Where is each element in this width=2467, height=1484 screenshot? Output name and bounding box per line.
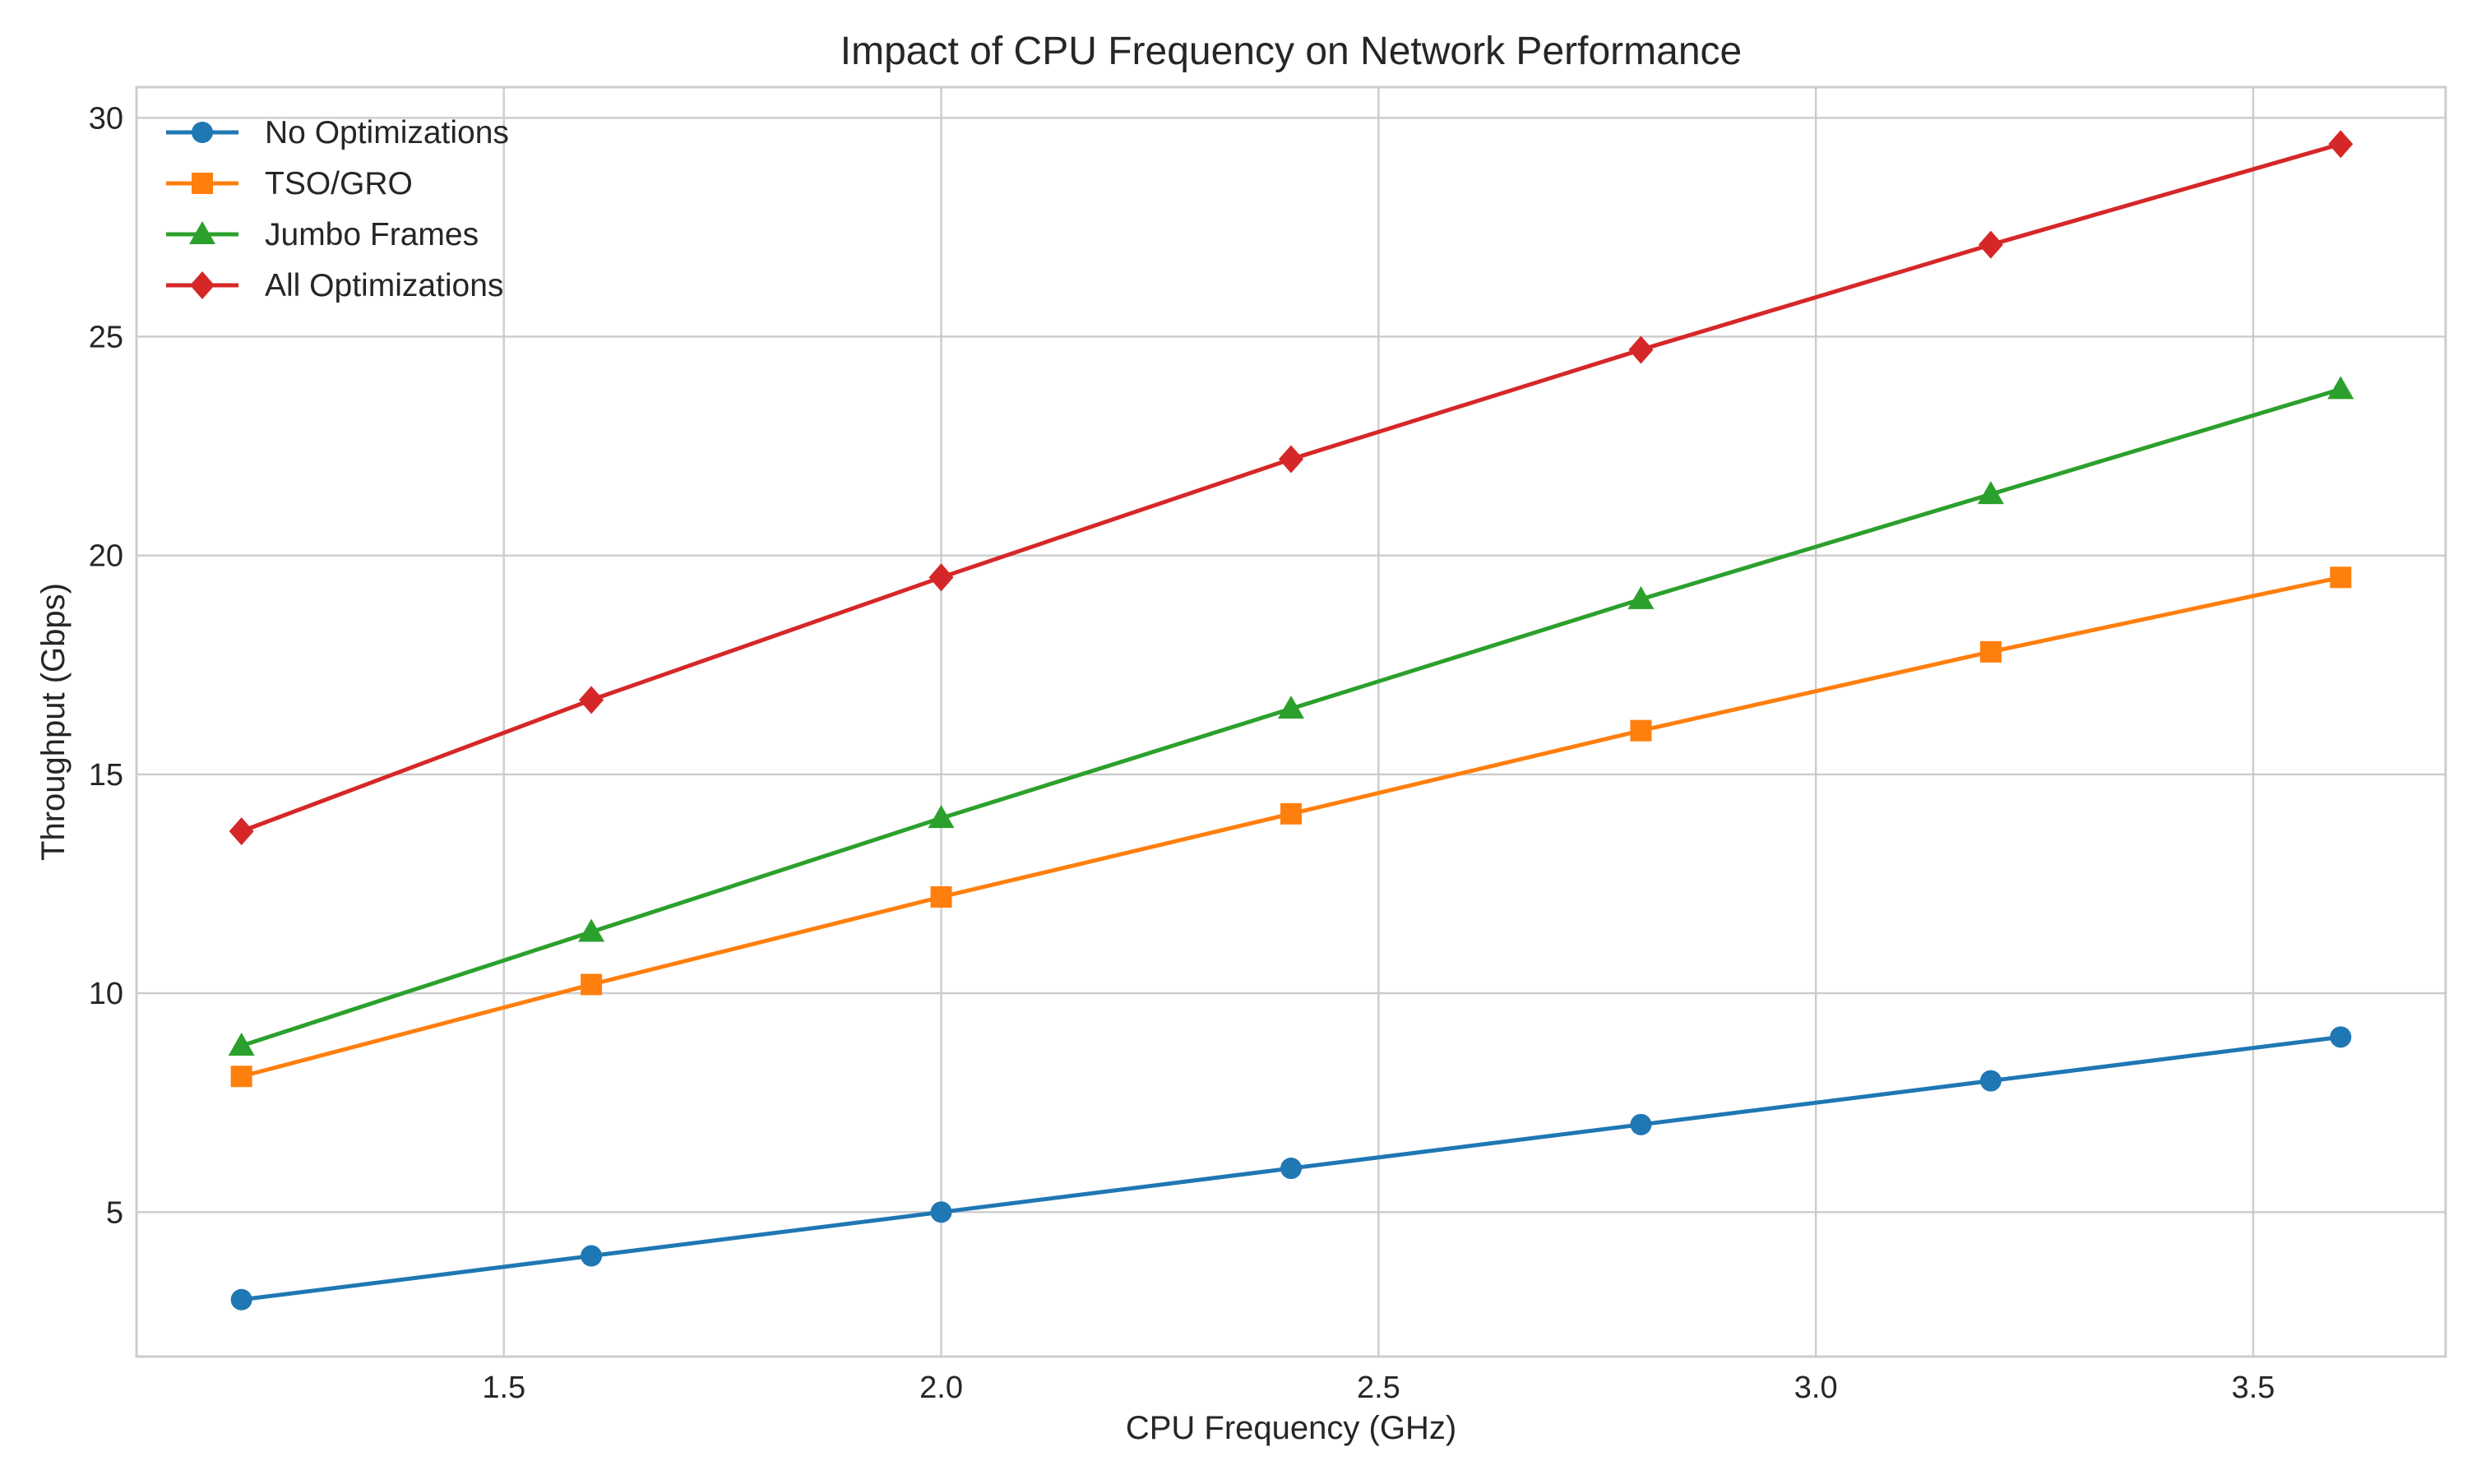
data-point-jumbo-frames — [1278, 696, 1304, 719]
legend-item-tso-gro[interactable]: TSO/GRO — [166, 166, 413, 201]
legend[interactable]: No Optimizations TSO/GRO Jumbo Frames All O… — [166, 115, 509, 303]
data-point-tso-gro — [1979, 640, 2002, 663]
legend-label-tso-gro: TSO/GRO — [265, 166, 413, 201]
data-point-jumbo-frames — [928, 805, 955, 829]
series-tso-gro — [230, 566, 2352, 1088]
legend-item-jumbo-frames[interactable]: Jumbo Frames — [166, 217, 479, 252]
data-point-no-optimizations — [930, 1201, 952, 1223]
data-point-no-optimizations — [1630, 1113, 1652, 1135]
data-point-all-optimizations — [1978, 230, 2003, 259]
data-point-all-optimizations — [1628, 335, 1654, 364]
data-point-jumbo-frames — [2327, 376, 2354, 400]
grid — [137, 87, 2446, 1357]
data-point-no-optimizations — [2330, 1026, 2352, 1048]
x-axis-label: CPU Frequency (GHz) — [1126, 1410, 1456, 1446]
data-point-all-optimizations — [1279, 445, 1303, 474]
data-point-jumbo-frames — [1627, 585, 1655, 609]
legend-label-jumbo-frames: Jumbo Frames — [265, 217, 479, 252]
plot-area-frame — [135, 86, 2447, 1358]
x-tick-label: 2.5 — [1357, 1371, 1400, 1405]
data-point-all-optimizations — [229, 817, 254, 846]
series-all-optimizations — [229, 130, 2354, 846]
data-point-tso-gro — [2330, 566, 2352, 589]
legend-label-no-optimizations: No Optimizations — [265, 115, 509, 150]
legend-marker-jumbo-frames — [189, 221, 215, 244]
data-point-all-optimizations — [928, 563, 954, 592]
y-tick-label: 15 — [89, 758, 123, 793]
series-layer — [228, 130, 2354, 1311]
legend-item-all-optimizations[interactable]: All Optimizations — [166, 268, 503, 303]
data-point-no-optimizations — [581, 1245, 603, 1267]
x-tick-label: 1.5 — [482, 1371, 525, 1405]
series-jumbo-frames — [228, 376, 2354, 1056]
tick-labels: 1.5 2.0 2.5 3.0 3.5 5 10 15 20 25 30 — [89, 101, 2275, 1405]
y-axis-label: Throughput (Gbps) — [35, 583, 72, 861]
data-point-all-optimizations — [2328, 130, 2354, 159]
data-point-no-optimizations — [1280, 1158, 1302, 1180]
data-point-jumbo-frames — [1977, 481, 2004, 505]
data-point-jumbo-frames — [228, 1032, 255, 1056]
y-tick-label: 30 — [89, 101, 123, 136]
data-point-no-optimizations — [1979, 1070, 2002, 1092]
legend-item-no-optimizations[interactable]: No Optimizations — [166, 115, 509, 150]
data-point-tso-gro — [230, 1066, 252, 1088]
x-tick-label: 2.0 — [919, 1371, 963, 1405]
data-point-no-optimizations — [230, 1288, 252, 1311]
y-tick-label: 20 — [89, 539, 123, 574]
data-point-tso-gro — [930, 885, 952, 908]
data-point-tso-gro — [1280, 802, 1302, 825]
legend-label-all-optimizations: All Optimizations — [265, 268, 503, 303]
y-tick-label: 10 — [89, 977, 123, 1011]
legend-marker-all-optimizations — [190, 271, 215, 299]
chart-title: Impact of CPU Frequency on Network Perfo… — [840, 30, 1742, 73]
data-point-jumbo-frames — [578, 918, 605, 942]
legend-marker-tso-gro — [192, 173, 213, 194]
x-tick-label: 3.5 — [2232, 1371, 2275, 1405]
data-point-tso-gro — [1630, 719, 1652, 742]
series-no-optimizations — [230, 1026, 2352, 1311]
legend-marker-no-optimizations — [192, 122, 213, 143]
x-tick-label: 3.0 — [1794, 1371, 1838, 1405]
y-tick-label: 5 — [106, 1195, 123, 1230]
y-tick-label: 25 — [89, 320, 123, 354]
data-point-all-optimizations — [579, 686, 604, 714]
data-point-tso-gro — [581, 973, 603, 996]
